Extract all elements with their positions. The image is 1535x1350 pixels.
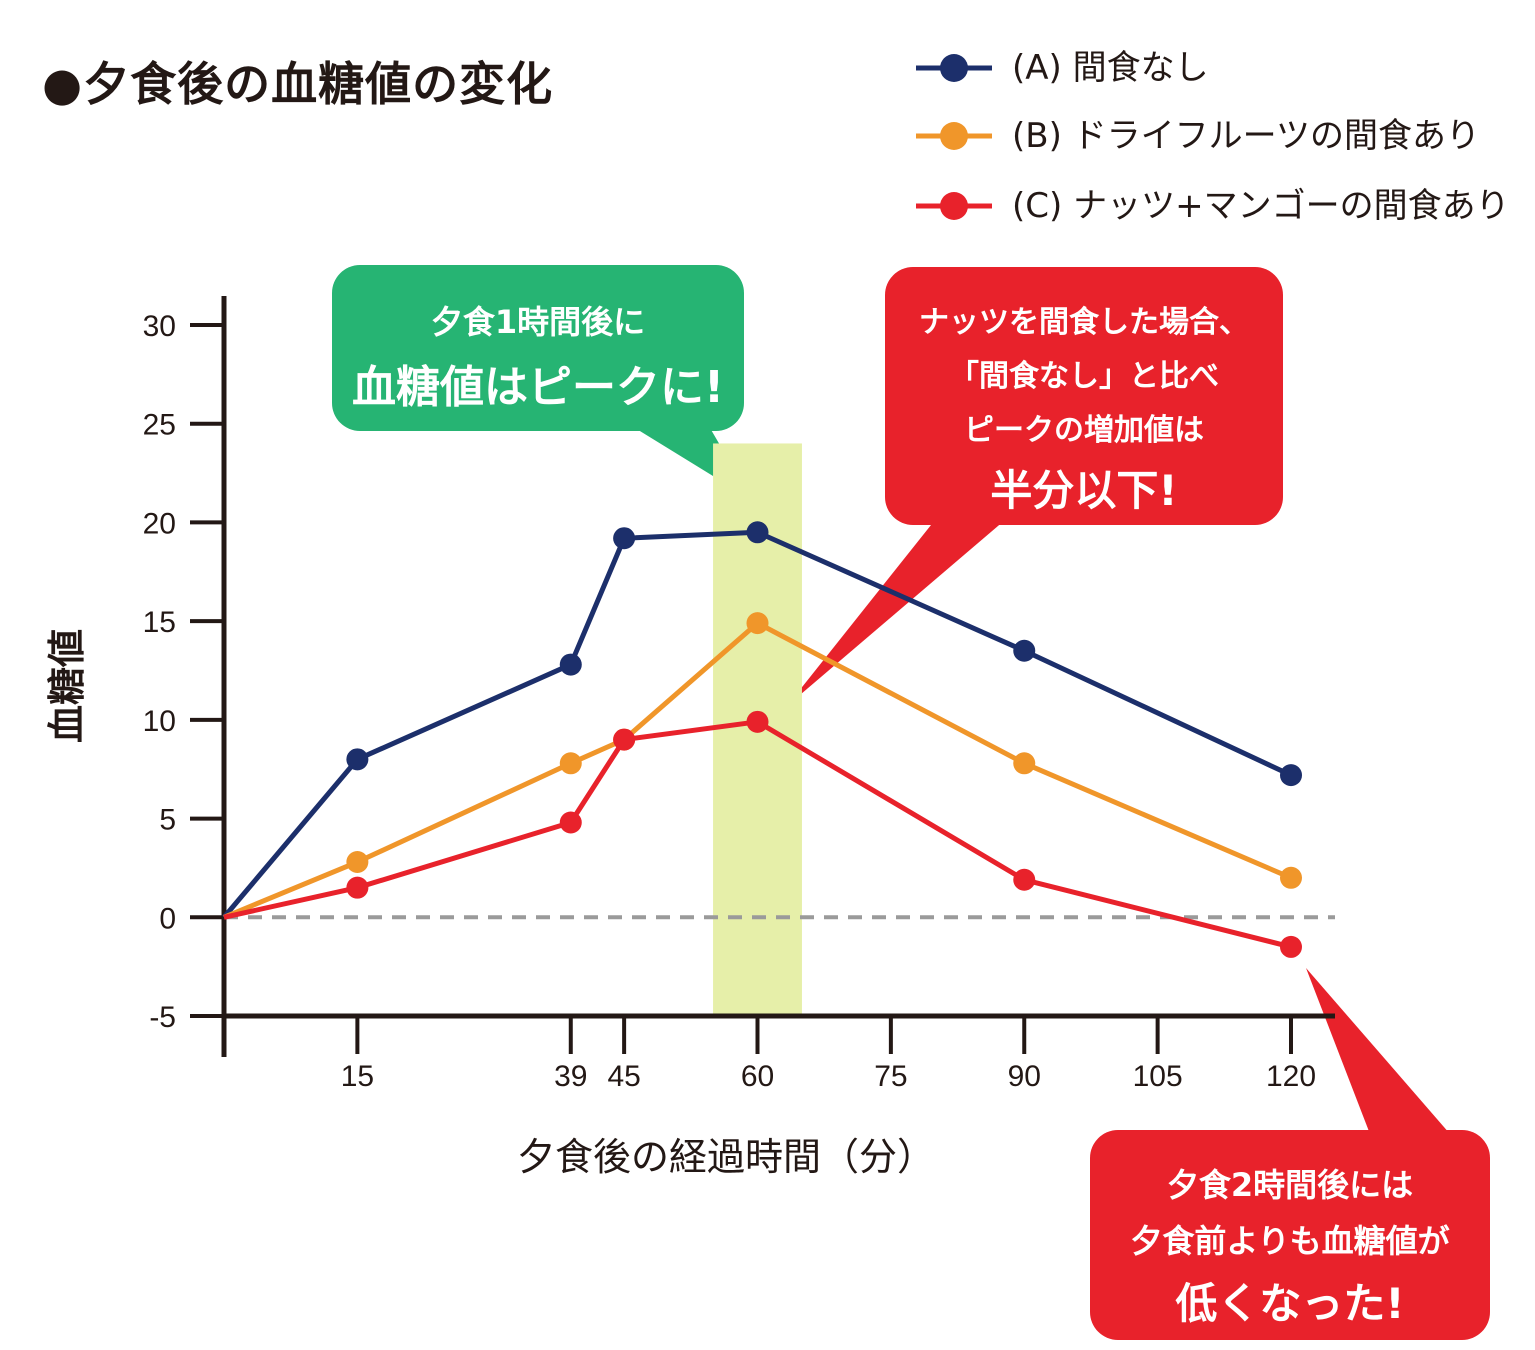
series-1-point [1013,752,1036,775]
y-tick-label: -5 [149,1001,176,1034]
callout-nuts-line4: 半分以下! [990,466,1178,515]
series-2-point [346,876,369,899]
series-1-point [559,752,582,775]
callout-nuts-line2: 「間食なし」と比べ [949,359,1219,394]
series-2-point [746,710,769,733]
series-0-point [559,653,582,676]
series-0-point [746,521,769,544]
legend-swatch-c [916,192,992,220]
callout-two-hours-line1: 夕食2時間後には [1166,1166,1414,1204]
callout-nuts-line3: ピークの増加値は [964,413,1204,448]
chart-title: ●夕食後の血糖値の変化 [42,57,554,111]
series-2-point [1013,868,1036,891]
callout-nuts: ナッツを間食した場合、 「間食なし」と比べ ピークの増加値は 半分以下! [885,267,1283,525]
series-0-point [1280,764,1302,787]
series-2-point [613,728,636,751]
callout-peak-line1: 夕食1時間後に [430,303,646,341]
y-tick-label: 5 [159,804,176,837]
series-2-point [559,811,582,834]
x-tick-label: 105 [1133,1060,1183,1093]
series-1-point [746,612,769,635]
callout-nuts-line1: ナッツを間食した場合、 [919,305,1249,340]
x-tick-label: 60 [741,1060,774,1093]
callout-peak-line2: 血糖値はピークに! [351,362,725,413]
x-tick-label: 45 [607,1060,640,1093]
callout-two-hours-line2: 夕食前よりも血糖値が [1130,1222,1450,1260]
y-axis-label: 血糖値 [45,629,89,743]
legend-label-c: (C) ナッツ+マンゴーの間食あり [1012,186,1510,226]
y-tick-label: 25 [143,409,176,442]
legend-swatch-a [916,54,992,82]
legend-swatch-b [916,122,992,150]
callout-nuts-tail [787,520,1005,706]
x-tick-label: 75 [874,1060,907,1093]
callout-two-hours: 夕食2時間後には 夕食前よりも血糖値が 低くなった! [1090,1130,1490,1340]
x-tick-label: 39 [554,1060,587,1093]
x-tick-label: 120 [1266,1060,1316,1093]
series-0-point [346,748,369,771]
y-tick-label: 20 [143,507,176,540]
x-tick-label: 90 [1008,1060,1041,1093]
y-tick-label: 10 [143,705,176,738]
x-axis-label: 夕食後の経過時間（分） [517,1135,935,1179]
series-1-point [346,851,369,874]
callout-peak: 夕食1時間後に 血糖値はピークに! [332,265,744,431]
callout-two-hours-line3: 低くなった! [1175,1279,1405,1328]
y-tick-label: 0 [159,902,176,935]
legend-label-a: (A) 間食なし [1012,48,1209,88]
series-0-point [613,527,636,550]
y-tick-label: 15 [143,606,176,639]
series-2-point [1280,935,1302,958]
legend-label-b: (B) ドライフルーツの間食あり [1012,116,1480,156]
x-tick-label: 15 [341,1060,374,1093]
callout-two-hours-tail [1306,968,1450,1134]
y-tick-label: 30 [143,310,176,343]
series-0-point [1013,639,1036,662]
series-1-point [1280,866,1302,889]
